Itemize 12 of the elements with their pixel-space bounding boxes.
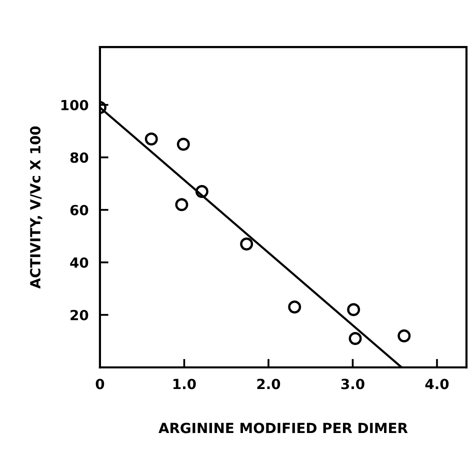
x-tick-label: 3.0 xyxy=(341,378,364,390)
x-tick-label: 2.0 xyxy=(257,378,280,390)
x-tick-label: 0 xyxy=(96,378,104,390)
y-tick-label: 40 xyxy=(70,257,88,268)
x-tick-label: 1.0 xyxy=(173,378,196,390)
y-tick-label: 60 xyxy=(70,204,88,216)
y-axis-title: ACTIVITY, V/Vc X 100 xyxy=(30,126,42,289)
x-axis-title: ARGININE MODIFIED PER DIMER xyxy=(158,422,408,434)
y-tick-label: 100 xyxy=(61,100,88,110)
y-tick-label: 20 xyxy=(70,310,88,320)
y-tick-label: 80 xyxy=(70,152,88,163)
x-tick-label: 4.0 xyxy=(425,378,449,390)
